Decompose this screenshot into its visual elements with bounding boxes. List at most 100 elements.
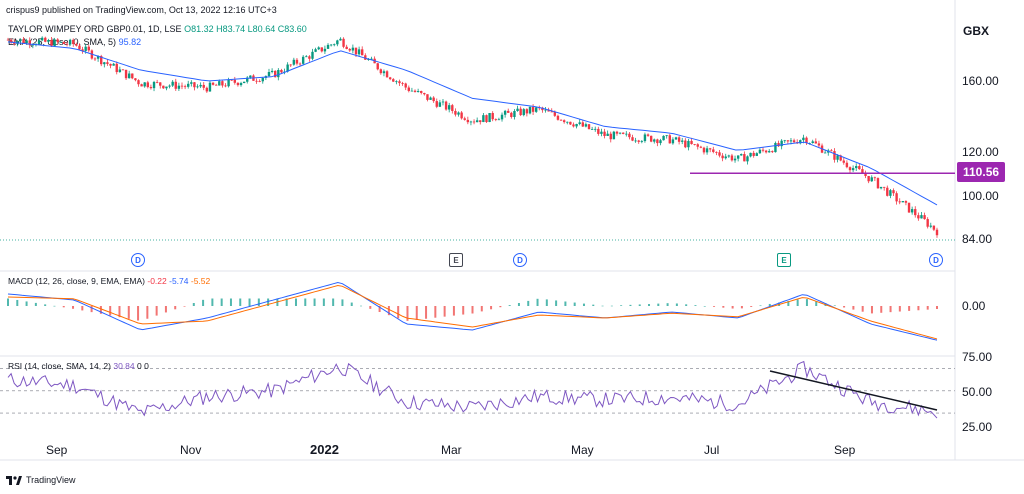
macd-bar xyxy=(443,306,446,317)
candle-body xyxy=(385,71,389,78)
candle-body xyxy=(115,63,118,73)
macd-bar xyxy=(601,305,604,307)
macd-bar xyxy=(220,298,223,306)
candle-body xyxy=(180,85,184,87)
candle-body xyxy=(53,39,56,47)
candle-body xyxy=(475,120,479,123)
candle-body xyxy=(805,137,808,144)
candle-body xyxy=(690,140,693,145)
candle-body xyxy=(314,49,317,52)
candle-body xyxy=(907,202,911,213)
candle-body xyxy=(118,69,122,73)
candle-body xyxy=(131,73,134,79)
candle-body xyxy=(531,106,535,112)
tradingview-logo-icon xyxy=(6,475,22,485)
macd-label: MACD (12, 26, close, 9, EMA, EMA) -0.22 … xyxy=(8,276,210,286)
candle-body xyxy=(246,77,249,82)
macd-bar xyxy=(434,306,437,318)
macd-bar xyxy=(378,306,381,312)
candle-body xyxy=(702,147,706,153)
candle-body xyxy=(668,135,671,144)
candle-body xyxy=(286,64,289,72)
candle-body xyxy=(295,59,299,64)
macd-bar xyxy=(517,303,520,306)
candle-body xyxy=(106,62,109,64)
candle-body xyxy=(395,81,398,83)
candle-body xyxy=(472,121,476,123)
publish-note: crispus9 published on TradingView.com, O… xyxy=(6,5,277,15)
macd-bar xyxy=(267,298,270,306)
candle-body xyxy=(482,115,485,123)
candle-body xyxy=(311,51,314,59)
candle-body xyxy=(724,156,727,159)
candle-body xyxy=(833,151,836,160)
rsi-levels xyxy=(0,368,955,414)
macd-bar xyxy=(7,298,9,306)
candle-body xyxy=(249,75,252,78)
macd-tick: 0.00 xyxy=(962,299,986,313)
macd-bar xyxy=(397,306,400,319)
macd-bar xyxy=(229,298,232,306)
macd-bar xyxy=(759,305,762,307)
candle-body xyxy=(842,160,845,163)
candle-body xyxy=(910,209,914,213)
footer[interactable]: TradingView xyxy=(6,475,76,485)
candle-body xyxy=(407,87,411,91)
candle-body xyxy=(879,186,883,189)
candle-body xyxy=(553,111,557,116)
candle-body xyxy=(488,113,491,123)
candle-body xyxy=(398,81,401,84)
candle-body xyxy=(889,190,892,196)
macd-bar xyxy=(462,306,465,315)
earnings-marker[interactable]: E xyxy=(777,253,791,267)
candle-body xyxy=(656,139,659,144)
candle-body xyxy=(684,140,687,148)
close-value: C83.60 xyxy=(277,24,307,34)
candle-body xyxy=(146,82,150,88)
candle-body xyxy=(127,73,131,79)
candle-body xyxy=(454,110,457,115)
time-tick: May xyxy=(571,443,594,457)
candle-body xyxy=(631,137,634,141)
macd-bar xyxy=(248,298,251,306)
macd-value: -5.74 xyxy=(169,276,189,286)
macd-bar xyxy=(471,306,474,314)
earnings-marker[interactable]: E xyxy=(449,253,463,267)
candle-body xyxy=(705,148,709,153)
candle-body xyxy=(746,156,749,162)
candle-body xyxy=(298,63,302,65)
candle-body xyxy=(830,150,833,152)
macd-bar xyxy=(387,306,390,316)
candle-body xyxy=(923,215,926,220)
candle-body xyxy=(696,144,699,147)
candle-body xyxy=(432,97,435,102)
candle-body xyxy=(242,81,246,84)
candle-body xyxy=(522,109,525,116)
candle-body xyxy=(87,46,90,51)
macd-bar xyxy=(731,306,734,309)
candle-body xyxy=(485,115,488,123)
macd-bar xyxy=(638,304,641,306)
macd-bar xyxy=(146,306,149,319)
macd-bar xyxy=(72,306,75,309)
macd-bar xyxy=(192,303,195,306)
price-tick: 160.00 xyxy=(962,74,999,88)
candle-body xyxy=(845,162,849,168)
dividend-marker[interactable]: D xyxy=(131,253,145,267)
macd-bar xyxy=(917,306,920,311)
dividend-marker[interactable]: D xyxy=(929,253,943,267)
macd-bar xyxy=(861,306,864,312)
candle-body xyxy=(171,81,174,86)
macd-bar xyxy=(657,303,660,306)
dividend-marker[interactable]: D xyxy=(513,253,527,267)
candle-body xyxy=(435,101,438,107)
candle-body xyxy=(56,39,59,43)
candle-body xyxy=(364,55,367,60)
candle-body xyxy=(503,110,507,115)
candle-body xyxy=(47,40,50,42)
candle-body xyxy=(758,149,762,154)
candle-body xyxy=(513,111,516,117)
time-tick: Jul xyxy=(704,443,720,457)
candle-body xyxy=(463,118,466,120)
